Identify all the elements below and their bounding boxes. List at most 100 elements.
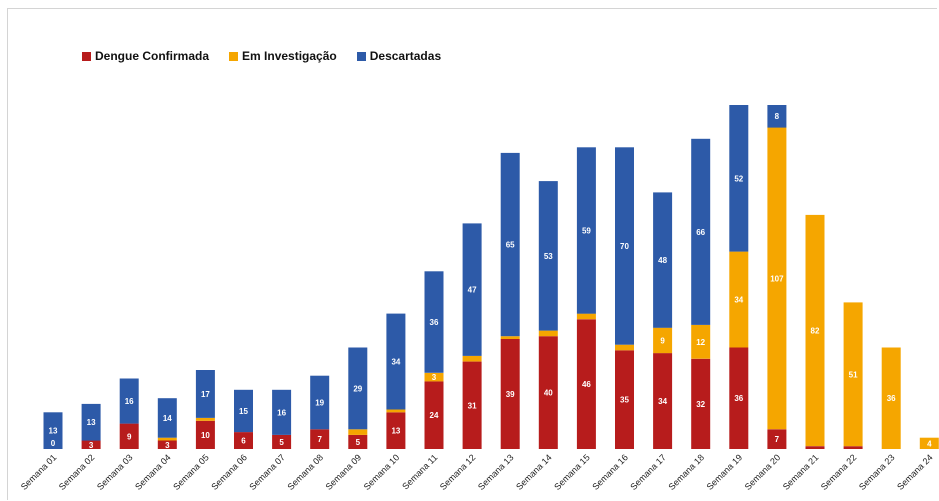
bar-segment-discarded-17 bbox=[653, 192, 673, 328]
bar-segment-investigation-22 bbox=[843, 302, 863, 447]
bar-segment-investigation-16 bbox=[615, 344, 634, 351]
data-label: 35 bbox=[620, 396, 629, 405]
bar-segment-confirmed-8 bbox=[310, 429, 330, 449]
bar-segment-discarded-18 bbox=[691, 138, 711, 325]
legend-item-discarded: Descartadas bbox=[356, 49, 442, 63]
x-tick-label: Semana 24 bbox=[895, 452, 935, 492]
bar-segment-investigation-13 bbox=[500, 336, 520, 339]
bar-segment-confirmed-13 bbox=[500, 339, 520, 449]
x-tick-label: Semana 06 bbox=[209, 452, 249, 492]
data-label: 12 bbox=[696, 338, 705, 347]
data-label: 59 bbox=[582, 226, 591, 235]
bar-segment-discarded-8 bbox=[310, 375, 330, 430]
x-tick-label: Semana 17 bbox=[628, 452, 668, 492]
legend: Dengue Confirmada Em Investigação Descar… bbox=[82, 49, 441, 63]
bar-segment-discarded-16 bbox=[615, 147, 634, 345]
data-label: 34 bbox=[734, 296, 743, 305]
legend-swatch-confirmed bbox=[82, 51, 91, 61]
data-label: 0 bbox=[51, 439, 56, 448]
data-label: 3 bbox=[432, 373, 437, 382]
bar-segment-investigation-24 bbox=[919, 437, 939, 449]
legend-label-confirmed: Dengue Confirmada bbox=[95, 49, 210, 63]
bar-segment-discarded-6 bbox=[234, 389, 253, 433]
data-label: 51 bbox=[849, 370, 858, 379]
data-label: 9 bbox=[127, 432, 132, 441]
data-label: 39 bbox=[506, 390, 515, 399]
bar-segment-discarded-12 bbox=[462, 223, 482, 356]
data-label: 19 bbox=[315, 399, 324, 408]
chart-frame bbox=[7, 8, 937, 500]
data-label: 48 bbox=[658, 256, 667, 265]
bar-segment-confirmed-3 bbox=[119, 423, 139, 449]
bar-segment-discarded-1 bbox=[43, 412, 63, 449]
x-tick-label: Semana 22 bbox=[819, 452, 859, 492]
x-tick-label: Semana 21 bbox=[781, 452, 821, 492]
data-label: 5 bbox=[356, 438, 361, 447]
bar-segment-confirmed-2 bbox=[81, 440, 101, 449]
bar-segment-discarded-7 bbox=[272, 389, 292, 435]
data-label: 36 bbox=[887, 394, 896, 403]
bar-segment-confirmed-16 bbox=[615, 350, 634, 449]
bar-segment-discarded-3 bbox=[119, 378, 139, 424]
bar-segment-discarded-10 bbox=[386, 313, 406, 410]
data-label: 14 bbox=[163, 414, 172, 423]
legend-item-investigation: Em Investigação bbox=[229, 49, 337, 63]
data-label: 4 bbox=[927, 439, 932, 448]
bar-segment-confirmed-22 bbox=[843, 446, 863, 449]
data-label: 10 bbox=[201, 431, 210, 440]
bar-segment-confirmed-11 bbox=[424, 381, 444, 449]
x-tick-label: Semana 08 bbox=[285, 452, 325, 492]
x-tick-label: Semana 02 bbox=[57, 452, 97, 492]
bar-segment-investigation-12 bbox=[462, 355, 482, 362]
data-label: 3 bbox=[165, 441, 170, 450]
bar-segment-investigation-14 bbox=[538, 330, 558, 337]
data-label: 31 bbox=[468, 401, 477, 410]
x-tick-label: Semana 15 bbox=[552, 452, 592, 492]
data-label: 53 bbox=[544, 252, 553, 261]
data-label: 13 bbox=[391, 427, 400, 436]
data-label: 16 bbox=[277, 408, 286, 417]
bar-segment-investigation-10 bbox=[386, 409, 406, 413]
data-label: 34 bbox=[391, 358, 400, 367]
data-label: 3 bbox=[89, 441, 94, 450]
x-tick-label: Semana 10 bbox=[362, 452, 402, 492]
x-tick-label: Semana 07 bbox=[247, 452, 287, 492]
bar-segment-investigation-4 bbox=[157, 437, 177, 441]
x-tick-label: Semana 11 bbox=[400, 452, 439, 491]
data-label: 24 bbox=[430, 411, 439, 420]
data-label: 65 bbox=[506, 241, 515, 250]
legend-label-discarded: Descartadas bbox=[369, 49, 442, 63]
x-tick-label: Semana 14 bbox=[514, 452, 554, 492]
data-label: 29 bbox=[353, 384, 362, 393]
data-label: 52 bbox=[734, 174, 743, 183]
legend-label-investigation: Em Investigação bbox=[242, 49, 337, 63]
bar-segment-confirmed-6 bbox=[234, 432, 253, 449]
bar-segment-confirmed-4 bbox=[157, 440, 177, 449]
bar-segment-confirmed-15 bbox=[576, 319, 596, 449]
bar-segment-confirmed-12 bbox=[462, 361, 482, 449]
x-tick-label: Semana 16 bbox=[590, 452, 630, 492]
bar-segment-confirmed-21 bbox=[805, 446, 825, 449]
bar-segment-confirmed-14 bbox=[538, 336, 558, 449]
bar-segment-confirmed-5 bbox=[195, 420, 215, 449]
bar-segment-discarded-9 bbox=[348, 347, 368, 430]
bar-segment-confirmed-18 bbox=[691, 358, 711, 449]
x-tick-label: Semana 23 bbox=[857, 452, 897, 492]
bar-segment-discarded-11 bbox=[424, 271, 444, 373]
data-label: 16 bbox=[125, 397, 134, 406]
data-label: 13 bbox=[49, 427, 58, 436]
legend-swatch-investigation bbox=[229, 51, 239, 61]
bar-segment-discarded-13 bbox=[500, 152, 520, 337]
bar-segment-investigation-19 bbox=[729, 251, 749, 348]
bar-segment-discarded-15 bbox=[576, 147, 596, 314]
data-label: 9 bbox=[660, 336, 665, 345]
data-label: 13 bbox=[87, 418, 96, 427]
data-label: 46 bbox=[582, 380, 591, 389]
x-tick-label: Semana 18 bbox=[666, 452, 706, 492]
bar-segment-discarded-14 bbox=[538, 181, 558, 331]
bar-segment-confirmed-10 bbox=[386, 412, 406, 449]
bar-segment-discarded-5 bbox=[195, 370, 215, 418]
bar-segment-discarded-2 bbox=[81, 403, 101, 441]
bar-segment-investigation-15 bbox=[576, 313, 596, 320]
